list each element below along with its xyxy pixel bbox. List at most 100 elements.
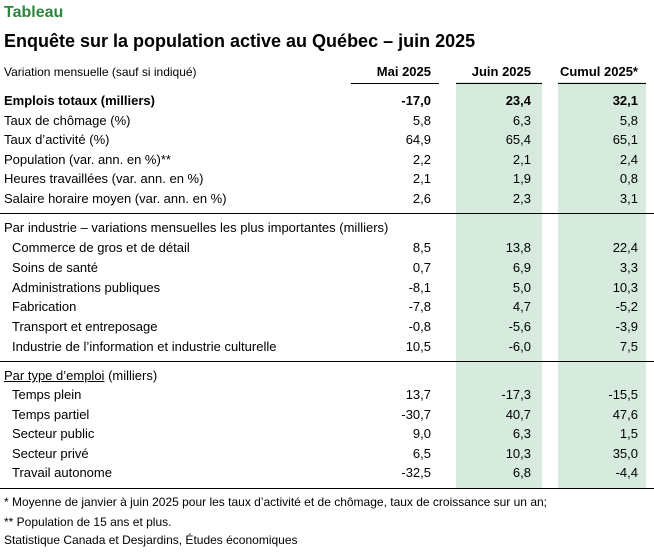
figure-kicker: Tableau: [4, 4, 64, 21]
value-june: 65,4: [505, 132, 531, 147]
table-row: Commerce de gros et de détail 8,5 13,8 22,4: [0, 238, 654, 258]
value-may: 8,5: [412, 240, 431, 255]
table-row: Travail autonome -32,5 6,8 -4,4: [0, 463, 654, 483]
table-row: Salaire horaire moyen (var. ann. en %) 2,…: [0, 189, 654, 209]
row-label: Fabrication: [12, 299, 77, 315]
employment-type-heading-underlined: Par type d’emploi: [4, 368, 105, 383]
value-june: -6,0: [508, 339, 531, 354]
value-june: -17,3: [501, 387, 531, 402]
row-label: Commerce de gros et de détail: [12, 240, 190, 255]
value-june: 6,3: [512, 112, 531, 128]
table-row: Soins de santé 0,7 6,9 3,3: [0, 258, 654, 278]
value-june: 23,4: [505, 93, 531, 108]
value-may: 9,0: [412, 426, 431, 441]
industry-heading: Par industrie – variations mensuelles le…: [4, 220, 389, 235]
value-may: 13,7: [405, 387, 431, 402]
value-may: 2,1: [412, 171, 431, 186]
value-june: 10,3: [505, 445, 531, 461]
value-cumul: -4,4: [615, 465, 638, 480]
table-row: Administrations publiques -8,1 5,0 10,3: [0, 278, 654, 298]
value-june: 5,0: [512, 279, 531, 295]
row-label: Heures travaillées (var. ann. en %): [4, 171, 204, 186]
value-june: 2,1: [512, 151, 531, 167]
employment-type-heading-row: Par type d’emploi (milliers): [0, 366, 654, 386]
table-row: Secteur privé 6,5 10,3 35,0: [0, 444, 654, 464]
header-rule-may: [351, 83, 439, 84]
column-header-cumul: Cumul 2025*: [559, 64, 638, 79]
value-cumul: 32,1: [612, 93, 638, 108]
employment-type-heading-unit: (milliers): [104, 368, 158, 383]
header-rule-june: [456, 83, 542, 84]
value-cumul: 0,8: [619, 171, 638, 186]
row-label: Emplois totaux (milliers): [4, 93, 155, 108]
value-cumul: 10,3: [612, 279, 638, 295]
value-may: -17,0: [401, 93, 431, 108]
footnote-2: ** Population de 15 ans et plus.: [4, 515, 172, 529]
value-cumul: -15,5: [608, 387, 638, 402]
table-row: Heures travaillées (var. ann. en %) 2,1 1,…: [0, 169, 654, 189]
table-row: Emplois totaux (milliers) -17,0 23,4 32,1: [0, 91, 654, 111]
value-cumul: 47,6: [612, 406, 638, 422]
value-june: -5,6: [508, 319, 531, 335]
value-may: 5,8: [412, 112, 431, 128]
divider-2: [0, 361, 654, 362]
value-cumul: 22,4: [612, 240, 638, 255]
value-june: 6,8: [512, 465, 531, 480]
value-cumul: 35,0: [612, 445, 638, 461]
table-row: Fabrication -7,8 4,7 -5,2: [0, 297, 654, 317]
june-column-highlight: [456, 82, 542, 488]
divider-3: [0, 488, 654, 489]
value-may: 0,7: [412, 259, 431, 275]
value-may: 10,5: [405, 339, 431, 354]
industry-heading-row: Par industrie – variations mensuelles le…: [0, 218, 654, 238]
employment-type-heading: Par type d’emploi (milliers): [4, 366, 157, 386]
divider-1: [0, 213, 654, 214]
value-june: 4,7: [512, 299, 531, 315]
value-cumul: 3,3: [619, 259, 638, 275]
value-cumul: 1,5: [619, 426, 638, 441]
row-label: Travail autonome: [12, 465, 112, 480]
table-row: Temps plein 13,7 -17,3 -15,5: [0, 385, 654, 405]
value-june: 2,3: [512, 190, 531, 206]
row-label: Soins de santé: [12, 259, 99, 275]
row-label: Taux d’activité (%): [4, 132, 110, 147]
value-may: -30,7: [401, 406, 431, 422]
value-june: 6,9: [512, 259, 531, 275]
row-label: Taux de chômage (%): [4, 112, 131, 128]
table-row: Taux d’activité (%) 64,9 65,4 65,1: [0, 130, 654, 150]
row-label: Salaire horaire moyen (var. ann. en %): [4, 190, 227, 206]
value-june: 13,8: [505, 240, 531, 255]
figure-title: Enquête sur la population active au Québ…: [4, 31, 476, 51]
value-may: -7,8: [408, 299, 431, 315]
row-label: Secteur privé: [12, 445, 89, 461]
row-label: Industrie de l’information et industrie …: [12, 339, 277, 354]
value-cumul: 7,5: [619, 339, 638, 354]
value-may: -32,5: [401, 465, 431, 480]
column-header-may: Mai 2025: [376, 64, 431, 79]
header-label: Variation mensuelle (sauf si indiqué): [4, 65, 197, 79]
column-header-june: Juin 2025: [471, 64, 531, 79]
table-row: Transport et entreposage -0,8 -5,6 -3,9: [0, 317, 654, 337]
footnote-1: * Moyenne de janvier à juin 2025 pour le…: [4, 495, 547, 509]
value-cumul: 65,1: [612, 132, 638, 147]
table-row: Industrie de l’information et industrie …: [0, 337, 654, 357]
value-june: 1,9: [512, 171, 531, 186]
value-may: 64,9: [405, 132, 431, 147]
source-note: Statistique Canada et Desjardins, Études…: [4, 533, 298, 547]
cumul-column-highlight: [558, 82, 646, 488]
row-label: Population (var. ann. en %)**: [4, 151, 171, 167]
row-label: Temps plein: [12, 387, 82, 402]
table-row: Taux de chômage (%) 5,8 6,3 5,8: [0, 111, 654, 131]
header-row: Variation mensuelle (sauf si indiqué) Ma…: [0, 62, 654, 82]
value-may: 6,5: [412, 445, 431, 461]
table-row: Population (var. ann. en %)** 2,2 2,1 2,4: [0, 150, 654, 170]
value-cumul: 3,1: [619, 190, 638, 206]
value-june: 6,3: [512, 426, 531, 441]
table-row: Temps partiel -30,7 40,7 47,6: [0, 405, 654, 425]
value-may: 2,2: [412, 151, 431, 167]
value-june: 40,7: [505, 406, 531, 422]
value-may: -0,8: [408, 319, 431, 335]
row-label: Transport et entreposage: [12, 319, 158, 335]
header-rule-cumul: [558, 83, 646, 84]
